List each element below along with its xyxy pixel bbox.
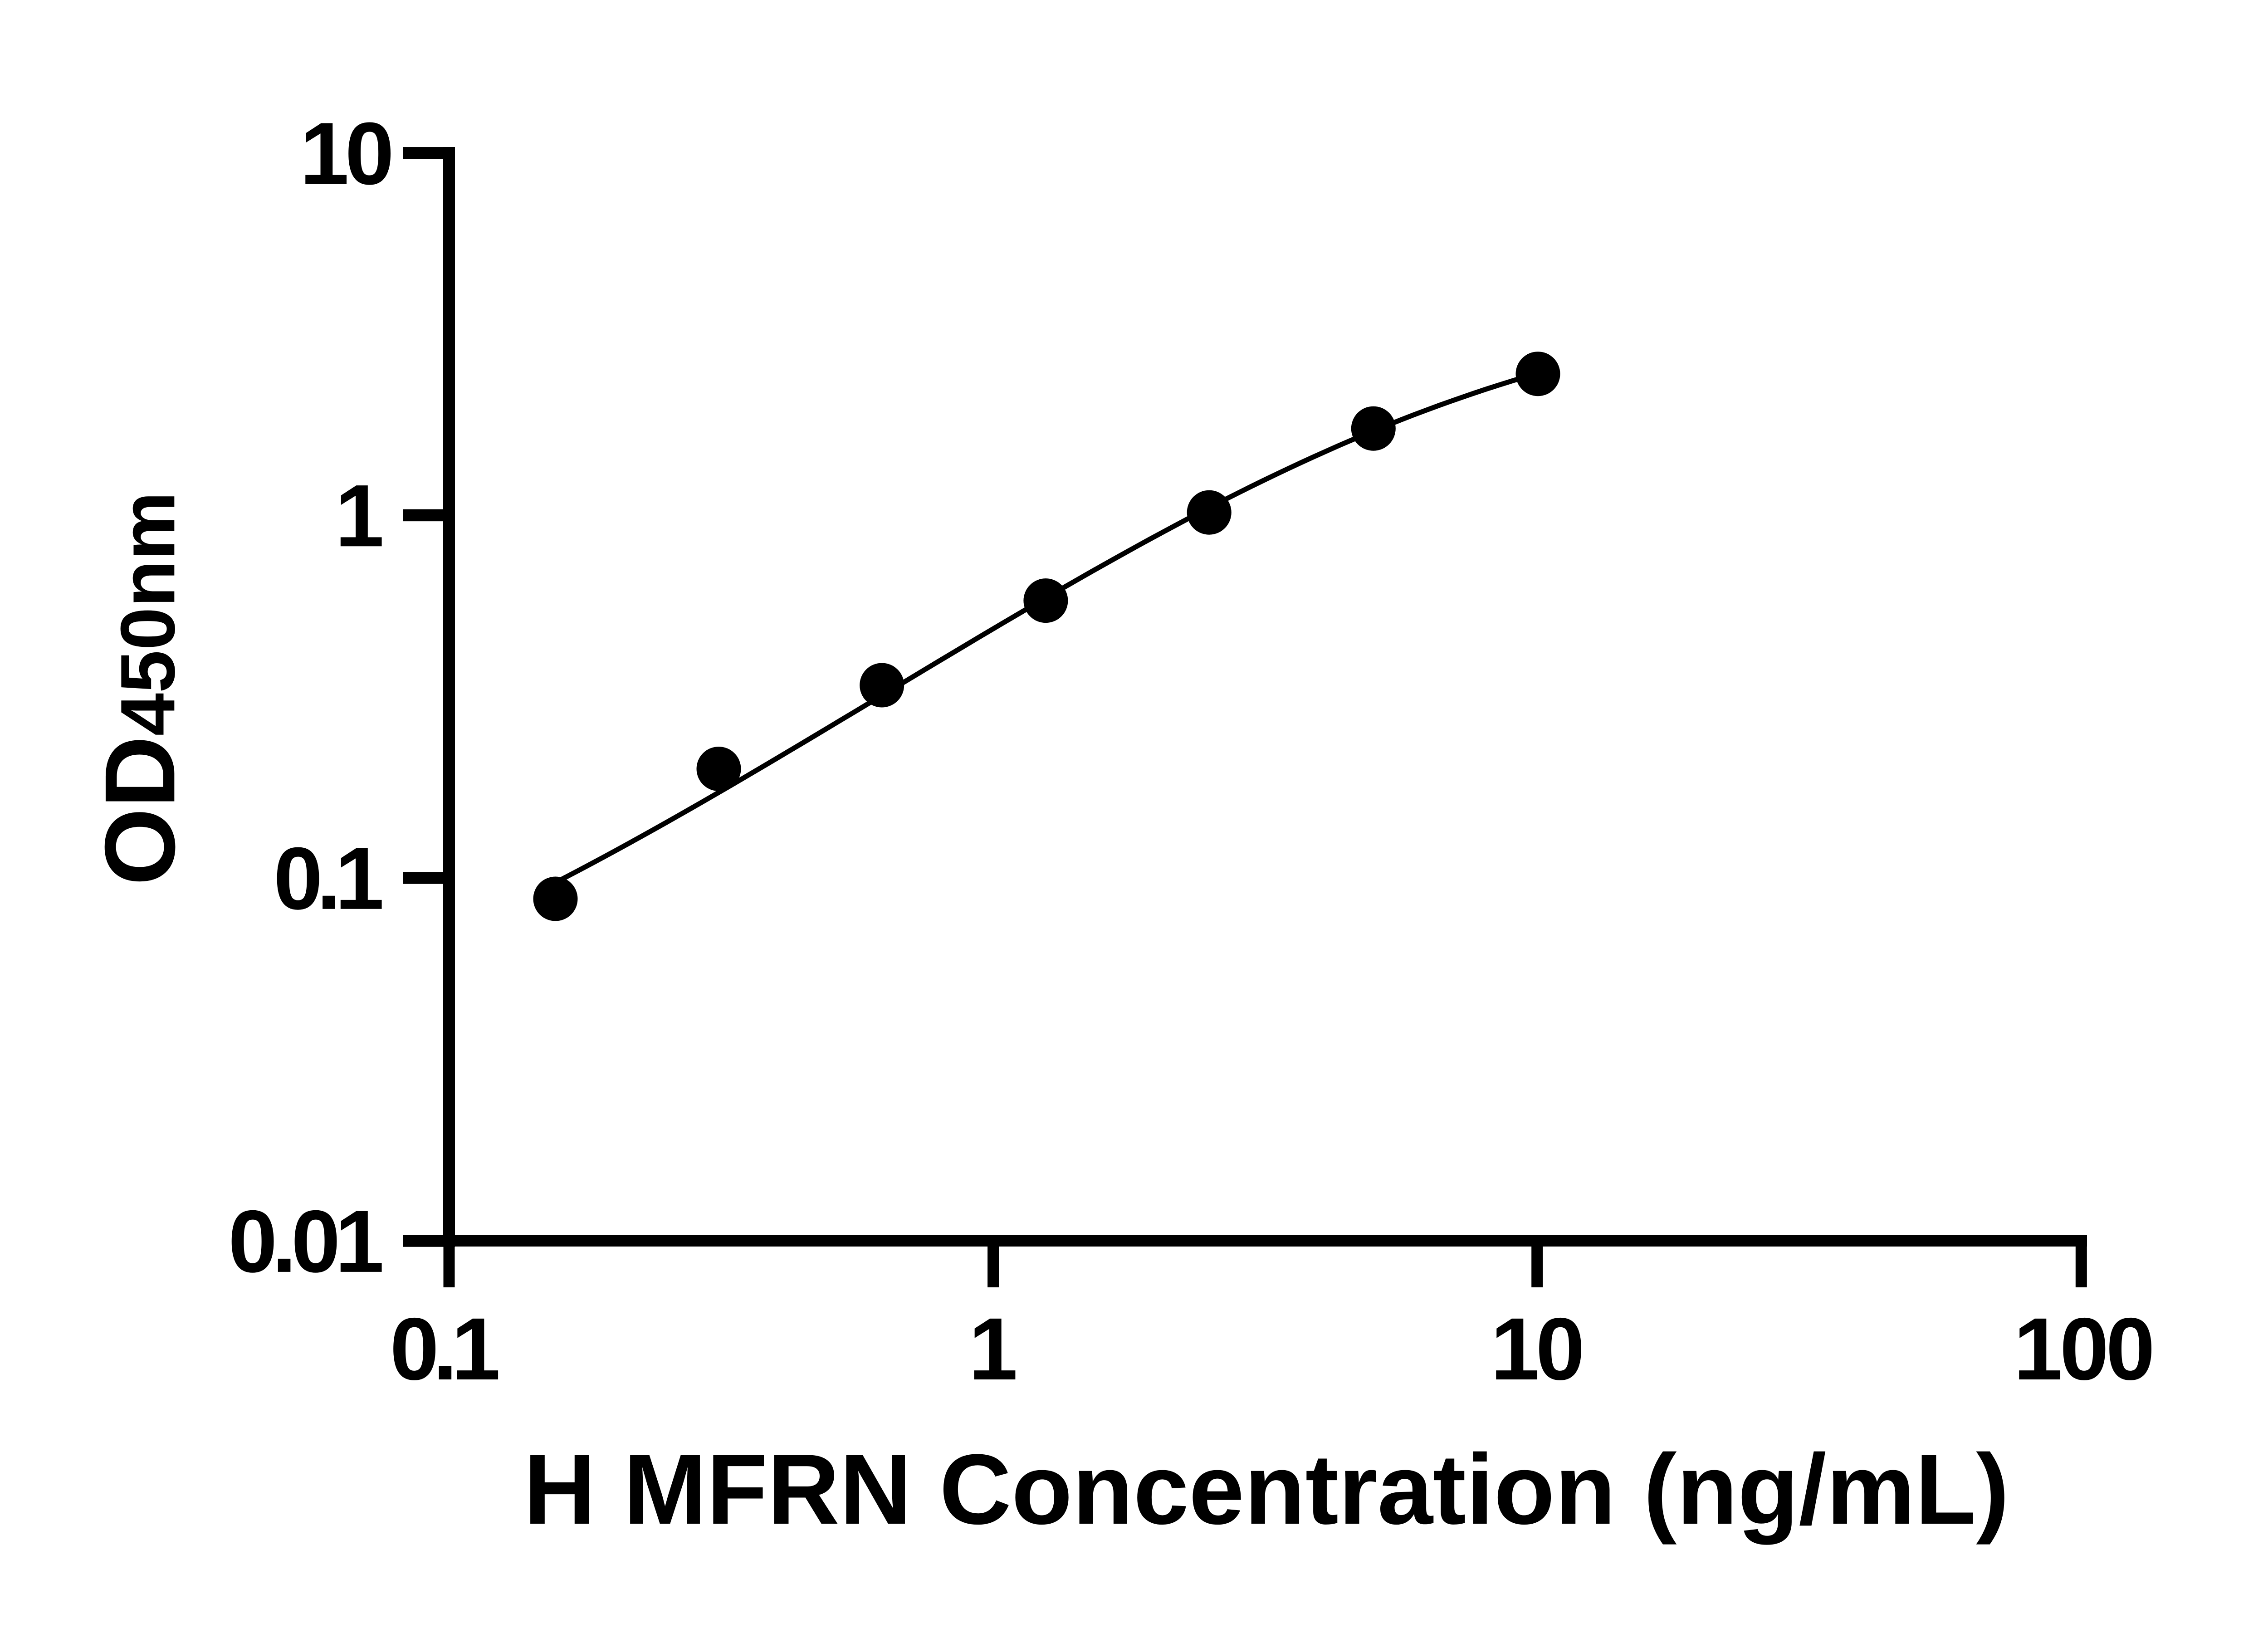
svg-text:10: 10 (1491, 1300, 1585, 1398)
svg-text:0.1: 0.1 (274, 829, 384, 928)
svg-text:0.01: 0.01 (228, 1192, 384, 1291)
svg-text:10: 10 (300, 104, 394, 203)
svg-text:100: 100 (2014, 1300, 2155, 1398)
svg-text:1: 1 (335, 466, 384, 565)
svg-text:0.1: 0.1 (390, 1300, 501, 1398)
svg-text:H MFRN Concentration (ng/mL): H MFRN Concentration (ng/mL) (523, 1433, 2009, 1545)
svg-text:1: 1 (968, 1300, 1017, 1398)
